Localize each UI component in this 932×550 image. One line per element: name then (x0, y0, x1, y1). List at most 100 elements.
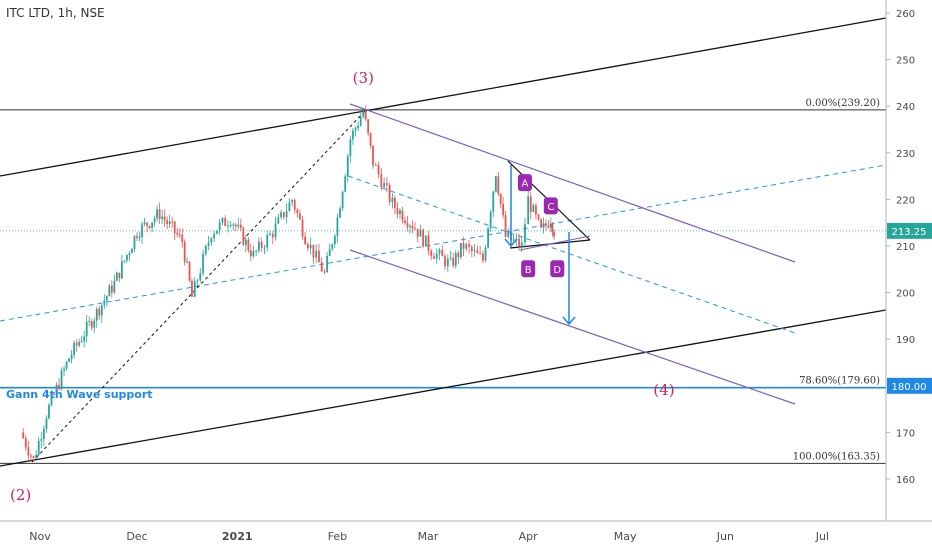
elliott-wave-label[interactable]: (3) (353, 69, 374, 87)
elliott-wave-label[interactable]: (4) (653, 381, 674, 399)
candle-body (98, 308, 101, 316)
pattern-point-badge[interactable] (521, 260, 536, 278)
candle-body (482, 253, 484, 261)
wave-trend-dotted[interactable] (31, 109, 367, 463)
candle-body (306, 244, 309, 249)
time-axis-label: Dec (126, 530, 147, 543)
elliott-wave-label[interactable]: (2) (10, 486, 31, 504)
descending-channel-mid[interactable] (347, 175, 796, 334)
candle-body (441, 249, 444, 257)
candle-body (553, 231, 555, 237)
chart-title: ITC LTD, 1h, NSE (6, 6, 105, 20)
drawing-layer (0, 17, 887, 467)
price-axis-label: 200 (896, 289, 915, 300)
candle-body (454, 252, 457, 266)
candle-body (249, 250, 252, 257)
candle-body (260, 241, 263, 248)
long-channel-upper-line[interactable] (0, 17, 887, 177)
price-axis-label: 220 (896, 195, 915, 206)
candle-body (377, 164, 380, 175)
candle-body (357, 125, 360, 129)
candle-body (460, 243, 462, 258)
candle-body (409, 225, 411, 227)
candle-body (258, 241, 260, 251)
candle-body (406, 223, 409, 227)
time-axis-label: 2021 (222, 530, 253, 543)
candle-body (537, 214, 540, 220)
time-axis-label: Nov (29, 530, 51, 543)
candle-body (424, 235, 427, 247)
candle-body (487, 228, 489, 248)
pattern-point-label: A (522, 179, 529, 190)
candle-body (171, 221, 174, 223)
candle-body (331, 244, 334, 249)
time-axis-label: Apr (519, 530, 539, 543)
candle-body (385, 183, 388, 186)
candle-body (193, 281, 196, 297)
candle-body (88, 321, 91, 323)
time-axis-label: Jul (815, 530, 829, 543)
time-axis-label: Jun (716, 530, 734, 543)
candle-body (411, 225, 414, 229)
candle-body (362, 110, 365, 118)
price-axis-label: 260 (896, 9, 915, 20)
candle-body (32, 456, 35, 459)
candle-body (191, 280, 193, 297)
candle-body (143, 222, 146, 225)
price-axis-label: 190 (896, 335, 915, 346)
candle-body (301, 219, 304, 237)
candle-body (27, 447, 30, 456)
candle-body (221, 218, 224, 223)
time-axis[interactable]: Nov Dec 2021 Feb Mar Apr May Jun Jul (29, 530, 829, 543)
candle-body (524, 224, 526, 243)
last-price-tag-text: 213.25 (892, 227, 927, 238)
candle-body (168, 221, 171, 224)
candle-body (255, 250, 258, 252)
support-annotation: Gann 4th Wave support (6, 388, 153, 401)
candle-body (35, 454, 38, 459)
time-axis-label: Feb (328, 530, 347, 543)
pattern-point-badge[interactable] (517, 174, 532, 192)
candle-body (115, 272, 118, 281)
candle-body (123, 260, 126, 262)
candle-body (80, 341, 83, 343)
descending-channel-upper[interactable] (349, 103, 796, 263)
price-axis[interactable]: 260 250 240 230 220 210 200 190 170 160 213.25 180.… (886, 9, 932, 486)
candle-body (210, 238, 213, 243)
candle-body (48, 404, 50, 419)
candle-body (166, 220, 169, 224)
candle-body (45, 418, 48, 429)
candle-body (118, 272, 121, 279)
candle-body (68, 358, 70, 362)
candle-body (247, 239, 250, 251)
candle-body (95, 308, 98, 321)
candle-body (416, 228, 419, 237)
candle-body (401, 210, 404, 221)
dashed-midline[interactable] (0, 164, 887, 322)
candle-body (128, 253, 131, 255)
candle-body (529, 196, 532, 212)
candle-body (78, 342, 81, 346)
candle-body (156, 209, 159, 219)
candle-body (63, 368, 65, 371)
time-axis-label: May (614, 530, 637, 543)
candle-body (105, 296, 108, 301)
candle-body (551, 223, 554, 232)
long-channel-lower-line[interactable] (0, 309, 887, 467)
candle-body (163, 216, 166, 221)
pattern-point-badge[interactable] (550, 260, 565, 278)
descending-channel-lower[interactable] (349, 249, 796, 405)
candle-body (465, 244, 468, 249)
price-axis-label: 170 (896, 428, 915, 439)
candle-body (388, 185, 391, 203)
candle-body (318, 250, 320, 263)
candle-body (492, 191, 495, 212)
candle-body (60, 370, 63, 389)
triangle-pink-line[interactable] (519, 235, 591, 251)
candle-body (489, 211, 492, 229)
candle-body (344, 176, 347, 192)
candle-body (75, 342, 78, 346)
pattern-point-badge[interactable] (543, 197, 558, 215)
candle-body (430, 250, 433, 257)
